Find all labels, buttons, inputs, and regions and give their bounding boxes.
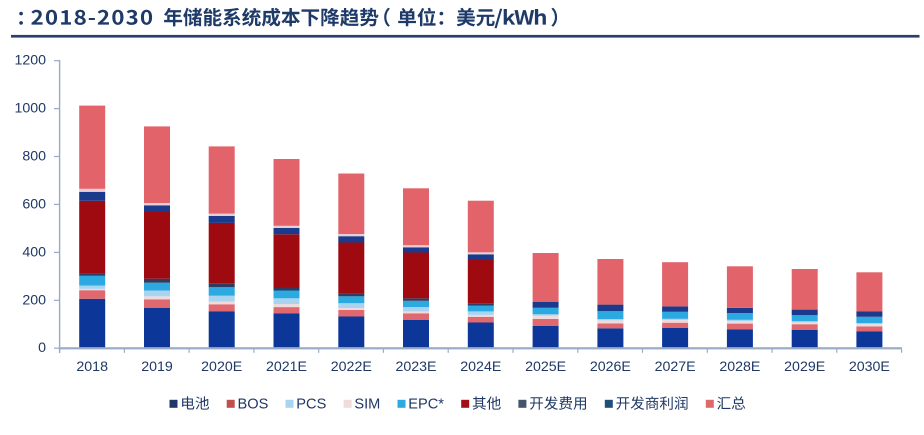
svg-text:EPC*: EPC* xyxy=(408,397,444,413)
svg-text:2019: 2019 xyxy=(141,359,173,375)
svg-text:0: 0 xyxy=(38,340,46,356)
svg-text:1000: 1000 xyxy=(14,101,46,117)
svg-text:200: 200 xyxy=(22,292,46,308)
svg-text:2027E: 2027E xyxy=(655,359,696,375)
svg-text:2029E: 2029E xyxy=(784,359,825,375)
svg-text:2022E: 2022E xyxy=(331,359,372,375)
svg-text:2026E: 2026E xyxy=(590,359,631,375)
svg-text:800: 800 xyxy=(22,149,46,165)
svg-text:2024E: 2024E xyxy=(460,359,501,375)
svg-text:2021E: 2021E xyxy=(266,359,307,375)
svg-text:2028E: 2028E xyxy=(719,359,760,375)
svg-text:2020E: 2020E xyxy=(201,359,242,375)
svg-text:2018: 2018 xyxy=(76,359,108,375)
svg-text:PCS: PCS xyxy=(296,397,326,413)
svg-text:400: 400 xyxy=(22,244,46,260)
svg-text:BOS: BOS xyxy=(238,397,269,413)
svg-text:2023E: 2023E xyxy=(395,359,436,375)
svg-text:1200: 1200 xyxy=(14,53,46,69)
svg-text:SIM: SIM xyxy=(354,397,380,413)
svg-text:2030E: 2030E xyxy=(849,359,890,375)
svg-text:2025E: 2025E xyxy=(525,359,566,375)
svg-text:600: 600 xyxy=(22,196,46,212)
